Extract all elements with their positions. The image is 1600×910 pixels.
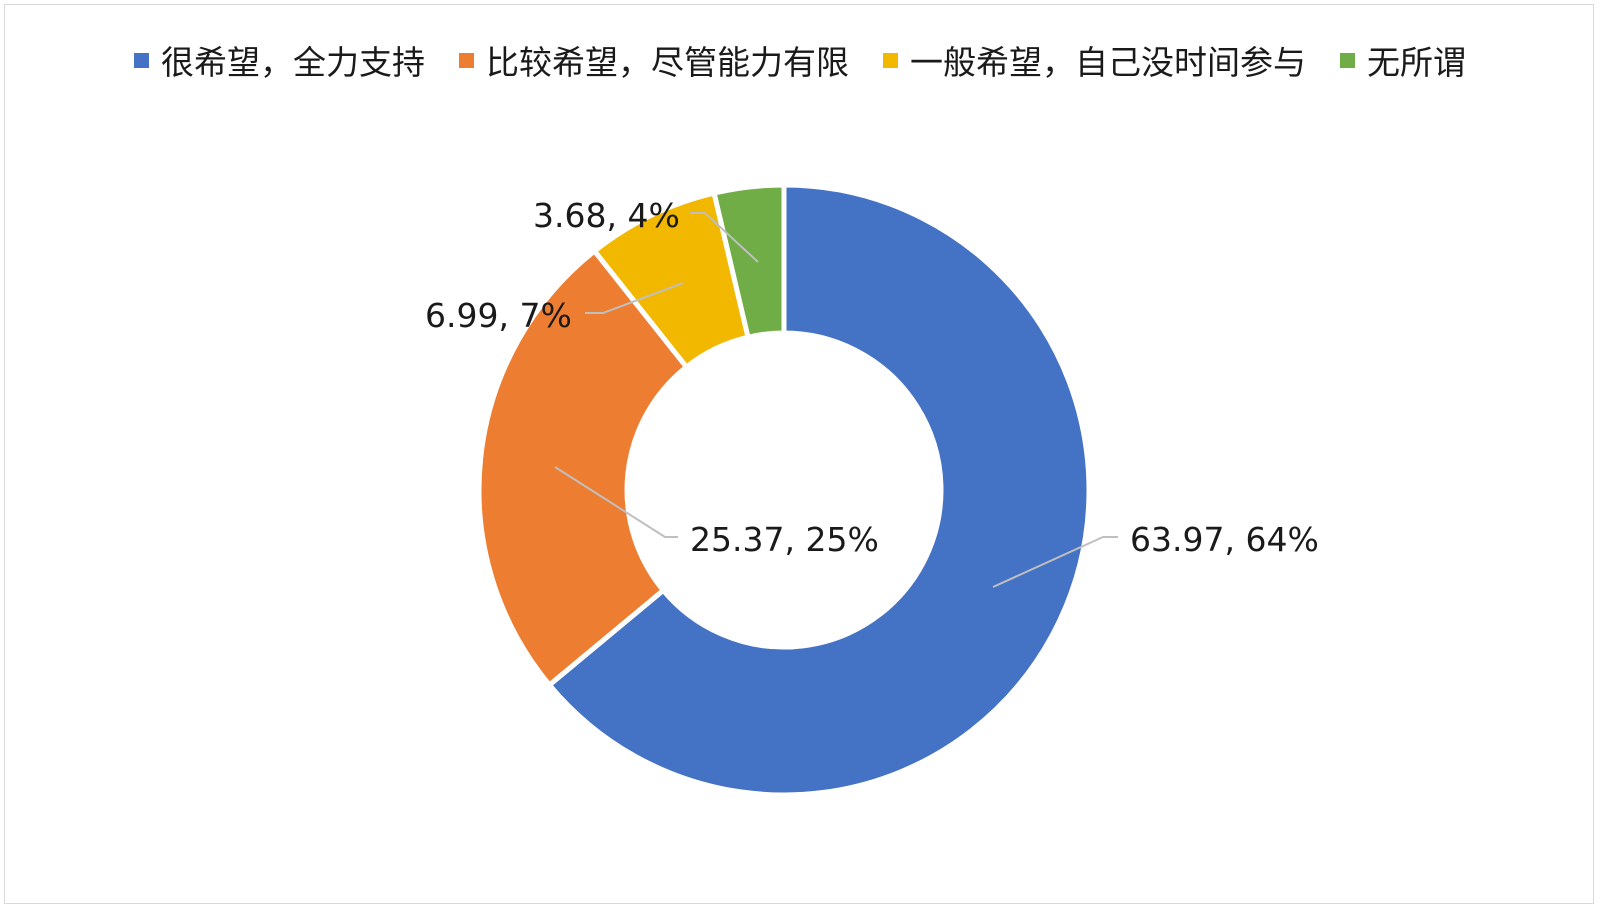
chart-legend: 很希望，全力支持 比较希望，尽管能力有限 一般希望，自己没时间参与 无所谓 bbox=[0, 36, 1600, 84]
legend-label-3: 一般希望，自己没时间参与 bbox=[910, 43, 1306, 82]
legend-swatch-4 bbox=[1340, 52, 1355, 68]
leader-line-3 bbox=[585, 282, 684, 314]
data-label-3: 6.99, 7% bbox=[425, 296, 572, 335]
legend-label-2: 比较希望，尽管能力有限 bbox=[486, 43, 849, 82]
legend-swatch-3 bbox=[883, 52, 898, 68]
donut-slice-4 bbox=[711, 182, 787, 341]
data-label-1: 63.97, 64% bbox=[1130, 520, 1319, 559]
legend-item-2: 比较希望，尽管能力有限 bbox=[459, 36, 849, 84]
legend-item-1: 很希望，全力支持 bbox=[134, 36, 425, 84]
legend-label-1: 很希望，全力支持 bbox=[161, 43, 425, 82]
data-label-2: 25.37, 25% bbox=[690, 520, 879, 559]
donut-slice-2 bbox=[476, 247, 690, 689]
leader-line-1 bbox=[992, 536, 1118, 588]
data-label-4: 3.68, 4% bbox=[533, 196, 680, 235]
leader-line-4 bbox=[690, 212, 759, 263]
legend-swatch-1 bbox=[134, 52, 149, 68]
donut-slice-1 bbox=[545, 182, 1092, 798]
leader-line-2 bbox=[554, 466, 678, 538]
legend-item-4: 无所谓 bbox=[1340, 36, 1466, 84]
legend-item-3: 一般希望，自己没时间参与 bbox=[883, 36, 1306, 84]
legend-swatch-2 bbox=[459, 52, 474, 68]
legend-label-4: 无所谓 bbox=[1367, 43, 1466, 82]
